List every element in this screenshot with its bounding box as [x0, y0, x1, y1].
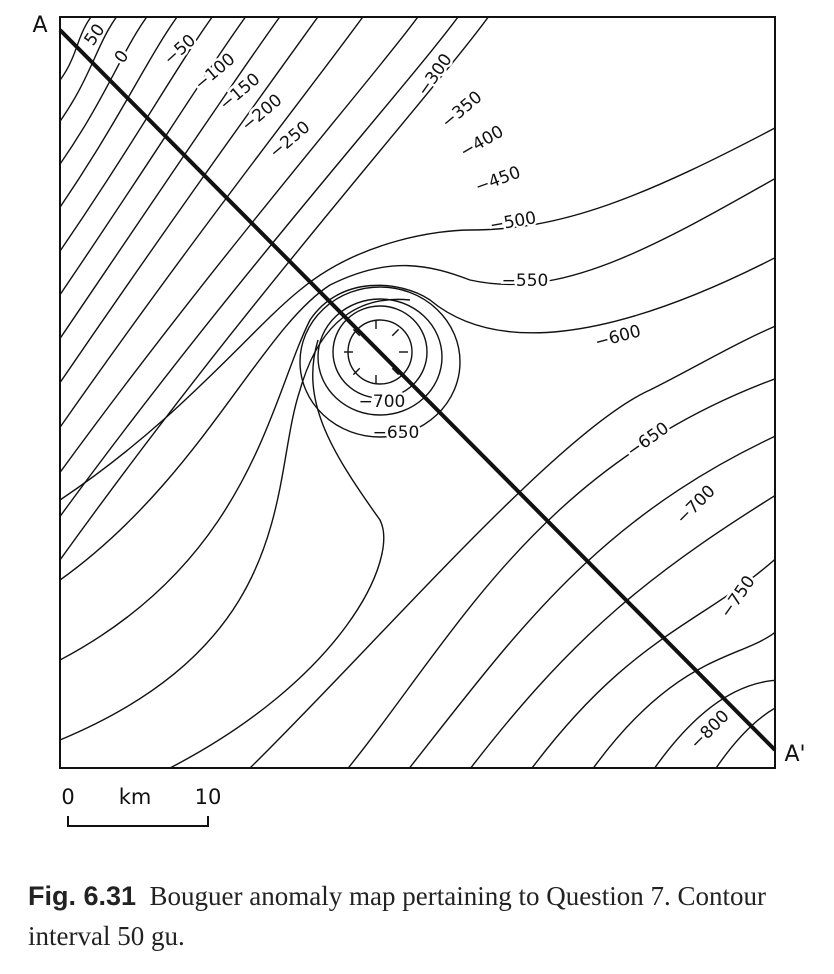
- contour-line: [60, 17, 178, 209]
- contour-line: [60, 17, 214, 253]
- caption: Fig. 6.31 Bouguer anomaly map pertaining…: [28, 876, 808, 956]
- contours: [60, 17, 775, 768]
- contour-label: −700: [672, 481, 719, 528]
- caption-text: Bouguer anomaly map pertaining to Questi…: [28, 881, 766, 951]
- contour-line: [60, 17, 281, 340]
- scale-bar: [67, 816, 209, 827]
- scale-unit: km: [119, 785, 152, 809]
- contour-label: −400: [457, 122, 507, 163]
- contour-label: −600: [593, 321, 643, 352]
- contour-line: [60, 17, 319, 384]
- contour-label: −650: [373, 423, 420, 443]
- contour-label: −650: [623, 418, 673, 461]
- contour-label: −50: [160, 31, 200, 70]
- map-frame: [59, 16, 776, 769]
- closed-contour: [332, 305, 428, 399]
- contour-line: [408, 435, 775, 768]
- contour-label: 0: [111, 47, 134, 67]
- closed-contour: [317, 298, 443, 416]
- profile-line: [58, 28, 777, 752]
- hachure: [391, 328, 400, 337]
- contour-line: [60, 17, 92, 82]
- contour-label: −700: [359, 392, 406, 412]
- contour-label: −450: [473, 163, 524, 198]
- contour-label: −750: [716, 572, 759, 622]
- contour-labels: 500 −50−100−150−200−250−300−350−400−450−5…: [78, 18, 762, 756]
- contour-label: −350: [438, 87, 487, 132]
- contour-line: [60, 177, 775, 581]
- scale-end: 10: [195, 785, 222, 809]
- profile-start: A: [32, 13, 47, 38]
- map: A A' 500 −50−100−150−200−250−300−350−400−…: [32, 13, 806, 827]
- hachure: [352, 328, 361, 337]
- contour-line: [249, 325, 775, 768]
- contour-line: [60, 298, 411, 741]
- contour-line: [60, 256, 775, 661]
- scale-start: 0: [61, 785, 74, 809]
- contour-label: −500: [488, 208, 537, 236]
- caption-number: Fig. 6.31: [28, 881, 137, 911]
- contour-line: [60, 17, 364, 429]
- contour-line: [60, 17, 247, 296]
- contour-label: −300: [413, 50, 456, 100]
- contour-line: [653, 679, 775, 768]
- profile-end: A': [784, 742, 805, 767]
- contour-line: [60, 17, 490, 562]
- contour-line: [469, 494, 775, 768]
- contour-line: [60, 17, 459, 518]
- contour-line: [169, 339, 385, 768]
- contour-line: [60, 127, 775, 501]
- contour-label: 50: [81, 20, 110, 49]
- contour-label: −800: [686, 706, 733, 753]
- contour-line: [715, 707, 775, 768]
- contour-line: [531, 558, 775, 768]
- closed-contour: [299, 286, 461, 438]
- hachure: [352, 367, 361, 376]
- contour-line: [347, 378, 775, 768]
- contour-line: [60, 17, 419, 474]
- hachure: [391, 367, 400, 376]
- contour-label: −550: [502, 271, 549, 291]
- contour-line: [592, 631, 775, 768]
